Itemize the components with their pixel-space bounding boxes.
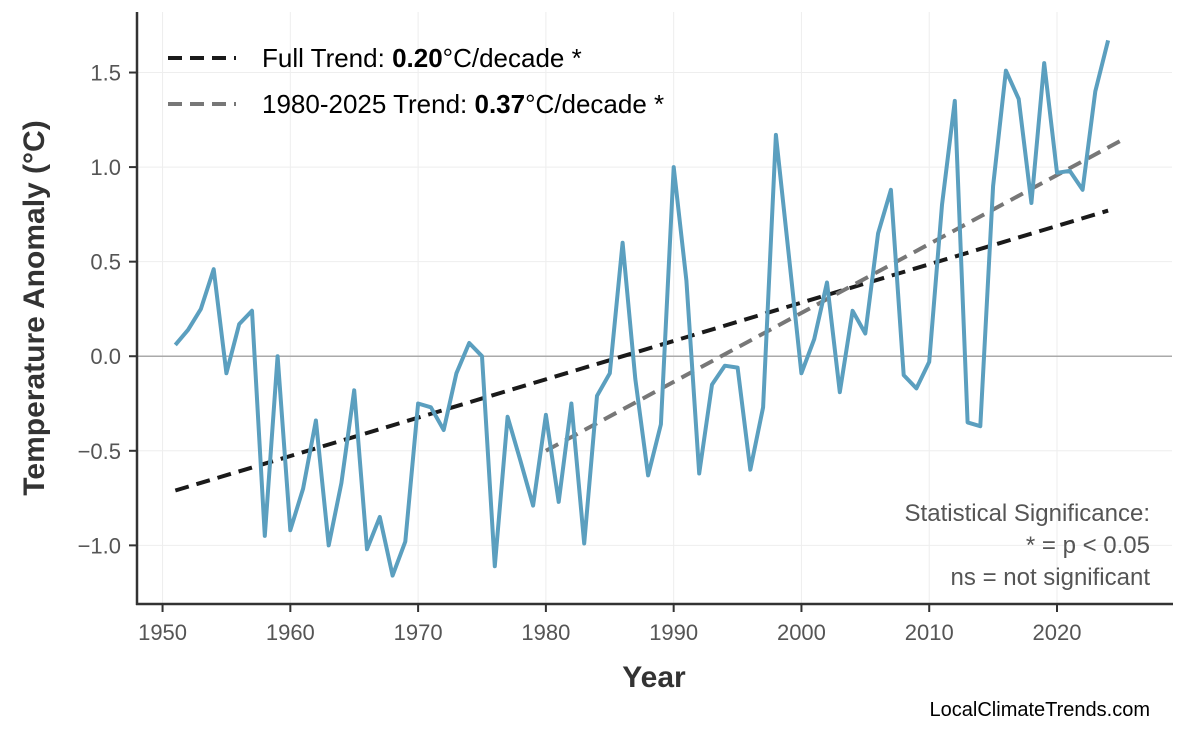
trend-line-full	[174, 208, 1109, 493]
legend-label-recent-trend: 1980-2025 Trend: 0.37°C/decade *	[262, 89, 664, 119]
y-tick-label: 0.0	[90, 344, 121, 369]
trend-lines	[174, 138, 1122, 493]
note-line: ns = not significant	[951, 564, 1151, 591]
y-tick-label: 1.0	[90, 155, 121, 180]
y-ticks: −1.0 −0.5 0.0 0.5 1.0 1.5	[78, 61, 137, 558]
x-tick-label: 2000	[777, 620, 826, 645]
y-tick-label: 0.5	[90, 250, 121, 275]
x-axis-label: Year	[622, 661, 686, 694]
source-credit: LocalClimateTrends.com	[930, 699, 1150, 721]
x-tick-label: 1970	[394, 620, 443, 645]
y-tick-label: 1.5	[90, 61, 121, 86]
note-line: Statistical Significance:	[905, 500, 1150, 527]
x-tick-label: 1990	[649, 620, 698, 645]
significance-note: Statistical Significance: * = p < 0.05 n…	[905, 500, 1151, 591]
legend: Full Trend: 0.20°C/decade * 1980-2025 Tr…	[168, 43, 664, 119]
x-tick-label: 1960	[266, 620, 315, 645]
x-tick-label: 1950	[138, 620, 187, 645]
x-tick-label: 2010	[905, 620, 954, 645]
y-tick-label: −1.0	[78, 533, 121, 558]
x-tick-label: 1980	[521, 620, 570, 645]
x-tick-label: 2020	[1033, 620, 1082, 645]
legend-label-full-trend: Full Trend: 0.20°C/decade *	[262, 43, 582, 73]
x-ticks: 1950 1960 1970 1980 1990 2000 2010 2020	[138, 604, 1081, 645]
series-line	[173, 39, 1111, 578]
note-line: * = p < 0.05	[1026, 532, 1150, 559]
y-axis-label: Temperature Anomaly (°C)	[18, 120, 51, 495]
y-tick-label: −0.5	[78, 439, 121, 464]
